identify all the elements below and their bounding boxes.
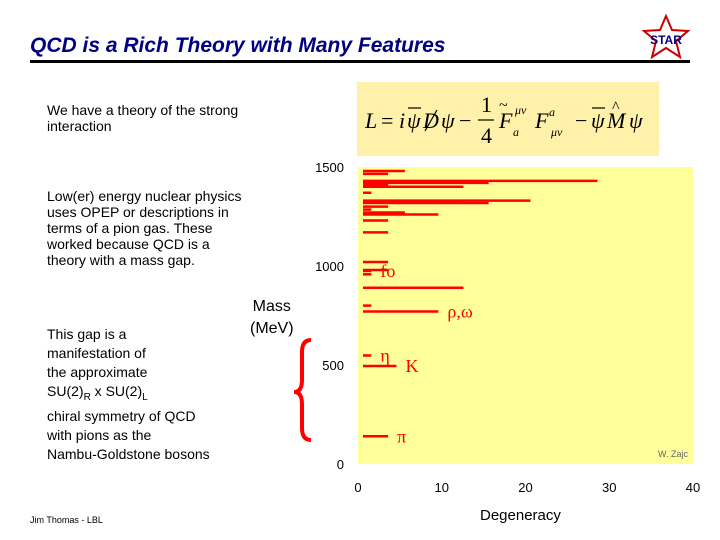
- su2-sub-l: L: [142, 391, 148, 403]
- strong-theory-line: We have a theory of the strong: [47, 102, 239, 118]
- qcd-lagrangian: L = i ψ D ψ − 1 4 ~ F a μν F a μν − ψ ^ …: [365, 92, 643, 148]
- frac-four: 4: [481, 123, 492, 148]
- x-axis-label: Degeneracy: [480, 507, 561, 524]
- lagrangian-minus-2: −: [575, 108, 587, 133]
- x-tick-label: 10: [435, 480, 449, 495]
- meson-label: K: [406, 356, 419, 376]
- y-tick-label: 0: [337, 457, 344, 472]
- mass-gap-line: the approximate: [47, 364, 148, 380]
- lagrangian-L: L: [365, 108, 377, 133]
- low-energy-text: Low(er) energy nuclear physics uses OPEP…: [47, 188, 242, 268]
- frac-one: 1: [481, 92, 492, 117]
- star-logo-star-icon: [641, 14, 691, 60]
- meson-lines: [363, 169, 598, 438]
- y-tick-label: 1000: [315, 259, 344, 274]
- meson-label: fo: [380, 261, 395, 281]
- mass-gap-line: chiral symmetry of QCD: [47, 407, 196, 424]
- low-energy-line: worked because QCD is a: [47, 236, 210, 252]
- title-rule: [30, 60, 690, 63]
- ftilde-sub-a: a: [513, 125, 519, 139]
- low-energy-line: uses OPEP or descriptions in: [47, 204, 229, 220]
- x-tick-label: 40: [686, 480, 700, 495]
- y-tick-labels: 0 500 1000 1500: [315, 160, 344, 472]
- mass-gap-line: manifestation of: [47, 345, 146, 361]
- su2-sub-r: R: [83, 391, 91, 403]
- lagrangian-i: i: [399, 108, 405, 133]
- x-tick-labels: 0 10 20 30 40: [354, 480, 700, 495]
- f-sub: μν: [550, 125, 563, 139]
- lagrangian-psi: ψ: [441, 108, 455, 133]
- x-tick-label: 20: [518, 480, 532, 495]
- bracket-brace: [293, 338, 312, 442]
- footer-author: Jim Thomas - LBL: [30, 515, 103, 525]
- mass-gap-symmetry-line: SU(2)R x SU(2)L: [47, 382, 210, 407]
- y-axis-label-line: (MeV): [250, 320, 294, 337]
- mass-M: M: [606, 108, 627, 133]
- su2-x-text: x SU(2): [90, 383, 143, 399]
- meson-labels: π Kη ρ,ω fo: [380, 261, 472, 446]
- low-energy-line: Low(er) energy nuclear physics: [47, 188, 242, 204]
- ftilde-F: F: [498, 108, 513, 133]
- ftilde-sup: μν: [514, 103, 527, 117]
- meson-label: π: [397, 426, 406, 446]
- low-energy-line: terms of a pion gas. These: [47, 220, 213, 236]
- star-logo-text: STAR: [650, 33, 682, 47]
- mass-psi: ψ: [629, 108, 643, 133]
- mass-psibar: ψ: [591, 108, 605, 133]
- plot-background: [358, 167, 693, 464]
- dslash: [424, 109, 438, 132]
- x-tick-label: 0: [354, 480, 361, 495]
- mass-gap-line: This gap is a: [47, 326, 127, 342]
- y-tick-label: 1500: [315, 160, 344, 175]
- meson-label: ρ,ω: [447, 302, 472, 322]
- ftilde-tilde: ~: [499, 97, 508, 114]
- f-F: F: [534, 108, 549, 133]
- strong-theory-text: We have a theory of the strong interacti…: [47, 102, 238, 134]
- x-tick-label: 30: [602, 480, 616, 495]
- star-logo: STAR: [641, 14, 691, 60]
- meson-label: η: [380, 345, 389, 365]
- mass-gap-text: This gap is a manifestation of the appro…: [47, 325, 210, 464]
- low-energy-line: theory with a mass gap.: [47, 252, 195, 268]
- y-axis-label-line: Mass: [252, 298, 291, 315]
- su2-text: SU(2): [47, 383, 84, 399]
- f-sup-a: a: [549, 105, 555, 119]
- lagrangian-minus: −: [459, 108, 471, 133]
- y-axis-label: Mass (MeV): [250, 296, 294, 340]
- y-tick-label: 500: [322, 358, 344, 373]
- mass-gap-line: Nambu-Goldstone bosons: [47, 445, 210, 462]
- mass-hat: ^: [612, 99, 620, 116]
- strong-theory-line: interaction: [47, 118, 112, 134]
- lagrangian-eq: =: [381, 108, 393, 133]
- lagrangian-box: L = i ψ D ψ − 1 4 ~ F a μν F a μν − ψ ^ …: [357, 82, 659, 156]
- slide-title: QCD is a Rich Theory with Many Features: [30, 34, 446, 57]
- mass-gap-line: with pions as the: [47, 426, 152, 443]
- lagrangian-psibar: ψ: [407, 108, 421, 133]
- plot-credit: W. Zajc: [658, 449, 689, 459]
